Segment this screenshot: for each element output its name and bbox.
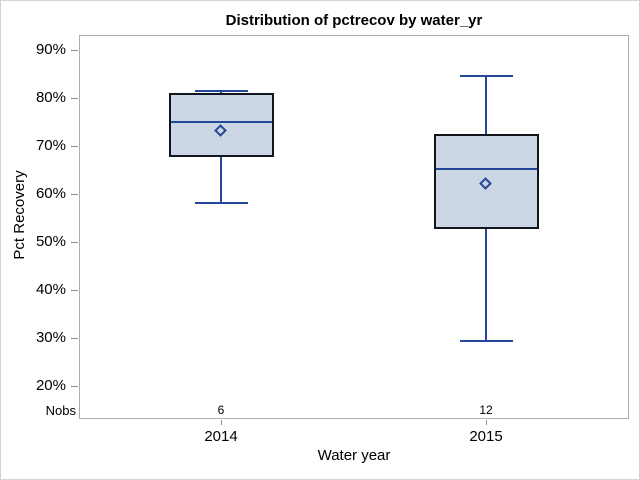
box-rect bbox=[168, 92, 274, 157]
median-line bbox=[435, 167, 537, 170]
y-axis-tick-label: 70% bbox=[35, 137, 66, 154]
y-axis-tick-label: 20% bbox=[35, 377, 66, 394]
whisker-cap bbox=[459, 339, 513, 342]
whisker-cap bbox=[194, 201, 248, 204]
plot-area bbox=[79, 35, 629, 419]
whisker-line bbox=[485, 228, 487, 341]
nobs-row-label: Nobs bbox=[45, 403, 76, 418]
whisker-cap bbox=[194, 89, 248, 92]
nobs-value: 6 bbox=[217, 403, 225, 417]
y-axis-tick bbox=[71, 242, 78, 243]
box-rect bbox=[433, 133, 539, 229]
whisker-line bbox=[220, 156, 222, 203]
y-axis-tick bbox=[71, 386, 78, 387]
y-axis-tick-label: 30% bbox=[35, 329, 66, 346]
y-axis-tick-label: 60% bbox=[35, 185, 66, 202]
y-axis-tick-label: 50% bbox=[35, 233, 66, 250]
x-axis-tick bbox=[221, 420, 222, 425]
y-axis-tick bbox=[71, 98, 78, 99]
y-axis-tick bbox=[71, 146, 78, 147]
y-axis-tick bbox=[71, 194, 78, 195]
median-line bbox=[170, 121, 272, 124]
x-axis-title: Water year bbox=[317, 447, 391, 464]
y-axis-tick bbox=[71, 290, 78, 291]
x-axis-tick-label: 2015 bbox=[469, 428, 503, 445]
y-axis-tick-label: 80% bbox=[35, 89, 66, 106]
x-axis-tick bbox=[486, 420, 487, 425]
y-axis-tick-label: 90% bbox=[35, 41, 66, 58]
x-axis-tick-label: 2014 bbox=[204, 428, 238, 445]
y-axis-tick-label: 40% bbox=[35, 281, 66, 298]
y-axis-tick bbox=[71, 50, 78, 51]
y-axis-tick bbox=[71, 338, 78, 339]
whisker-cap bbox=[459, 75, 513, 78]
whisker-line bbox=[485, 76, 487, 134]
chart-title: Distribution of pctrecov by water_yr bbox=[225, 12, 483, 29]
nobs-value: 12 bbox=[479, 403, 493, 417]
